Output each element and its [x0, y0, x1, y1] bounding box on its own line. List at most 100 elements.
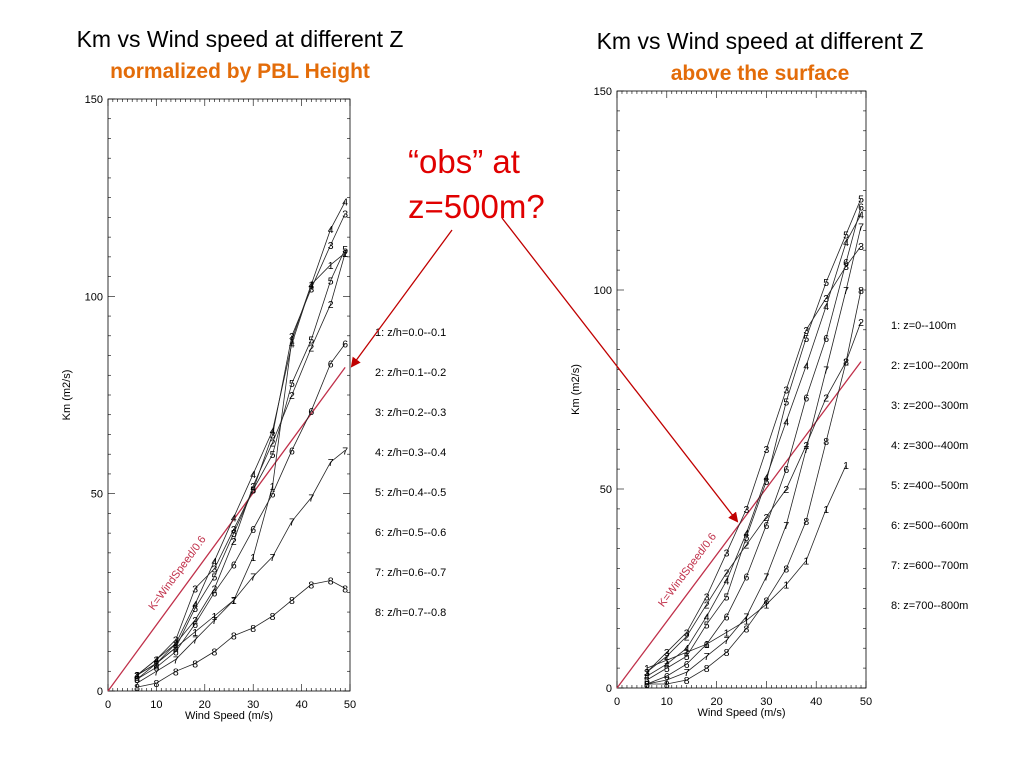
data-point-label: 8 [342, 583, 348, 595]
obs-callout: “obs” at z=500m? [408, 140, 545, 229]
data-point-label: 2 [250, 481, 256, 493]
data-point-label: 4 [270, 426, 276, 438]
data-point-label: 8 [289, 595, 295, 607]
legend-entry: 3: z/h=0.2--0.3 [375, 407, 446, 419]
data-point-label: 5 [704, 619, 710, 631]
data-point-label: 2 [803, 440, 809, 452]
data-point-label: 3 [664, 647, 670, 659]
x-tick-label: 20 [199, 699, 211, 711]
data-point-label: 5 [724, 591, 730, 603]
data-point-label: 4 [328, 224, 334, 236]
y-tick-label: 0 [606, 683, 612, 695]
y-tick-label: 50 [91, 489, 103, 501]
data-point-label: 7 [212, 615, 218, 627]
data-point-label: 2 [644, 667, 650, 679]
legend-entry: 7: z/h=0.6--0.7 [375, 567, 446, 579]
data-point-label: 8 [803, 516, 809, 528]
data-point-label: 2 [173, 639, 179, 651]
legend-entry: 7: z=600--700m [891, 560, 968, 572]
data-point-label: 6 [843, 257, 849, 269]
series-line-8 [136, 580, 346, 688]
data-point-label: 7 [664, 675, 670, 687]
right-chart-subtitle: above the surface [670, 62, 850, 85]
series-line-5 [136, 248, 346, 680]
data-point-label: 4 [192, 599, 198, 611]
data-point-label: 6 [153, 662, 159, 674]
data-point-label: 7 [823, 365, 829, 377]
x-axis-label: Wind Speed (m/s) [185, 710, 273, 722]
data-point-label: 4 [308, 279, 314, 291]
data-point-label: 6 [192, 619, 198, 631]
y-tick-label: 0 [97, 686, 103, 698]
data-point-label: 2 [684, 631, 690, 643]
series-line-1 [646, 464, 847, 669]
data-point-label: 1 [843, 460, 849, 472]
data-point-label: 7 [783, 520, 789, 532]
data-point-label: 6 [342, 339, 348, 351]
data-point-label: 2 [704, 599, 710, 611]
left-chart-subtitle: normalized by PBL Height [110, 60, 370, 83]
data-point-label: 3 [644, 667, 650, 679]
legend-entry: 5: z/h=0.4--0.5 [375, 487, 446, 499]
data-point-label: 1 [763, 599, 769, 611]
data-point-label: 3 [744, 504, 750, 516]
x-tick-label: 10 [661, 696, 673, 708]
data-point-label: 5 [763, 476, 769, 488]
x-tick-label: 50 [860, 696, 872, 708]
x-tick-label: 40 [810, 696, 822, 708]
data-point-label: 2 [192, 615, 198, 627]
data-point-label: 6 [744, 572, 750, 584]
data-point-label: 2 [783, 484, 789, 496]
data-point-label: 5 [270, 449, 276, 461]
data-point-label: 2 [270, 437, 276, 449]
data-point-label: 1 [250, 552, 256, 564]
legend-entry: 1: z=0--100m [891, 320, 956, 332]
data-point-label: 7 [342, 445, 348, 457]
series-line-6 [136, 343, 346, 680]
legend-entry: 2: z/h=0.1--0.2 [375, 367, 446, 379]
data-point-label: 8 [173, 666, 179, 678]
data-point-label: 4 [289, 339, 295, 351]
data-point-label: 3 [270, 429, 276, 441]
series-line-3 [646, 245, 862, 673]
data-point-label: 2 [289, 390, 295, 402]
data-point-label: 6 [231, 560, 237, 572]
data-point-label: 8 [644, 679, 650, 691]
data-point-label: 7 [153, 666, 159, 678]
data-point-label: 6 [134, 674, 140, 686]
data-point-label: 5 [664, 663, 670, 675]
data-point-label: 8 [212, 647, 218, 659]
data-point-label: 2 [858, 317, 864, 329]
data-point-label: 5 [289, 378, 295, 390]
data-point-label: 7 [644, 679, 650, 691]
data-point-label: 6 [684, 659, 690, 671]
data-point-label: 4 [704, 611, 710, 623]
y-tick-label: 50 [600, 484, 612, 496]
x-tick-label: 0 [614, 696, 620, 708]
data-point-label: 3 [308, 283, 314, 295]
data-point-label: 1 [134, 670, 140, 682]
data-point-label: 4 [342, 197, 348, 209]
data-point-label: 5 [843, 229, 849, 241]
data-point-label: 6 [270, 489, 276, 501]
data-point-label: 8 [250, 623, 256, 635]
data-point-label: 1 [704, 639, 710, 651]
data-point-label: 8 [704, 663, 710, 675]
data-point-label: 3 [173, 635, 179, 647]
data-point-label: 6 [783, 464, 789, 476]
data-point-label: 6 [328, 358, 334, 370]
series-line-8 [646, 289, 862, 685]
data-point-label: 6 [212, 587, 218, 599]
data-point-label: 4 [843, 237, 849, 249]
data-point-label: 7 [231, 595, 237, 607]
data-point-label: 2 [153, 658, 159, 670]
data-point-label: 4 [664, 659, 670, 671]
callout-arrow-left [350, 229, 453, 368]
series-line-2 [646, 321, 862, 673]
series-line-5 [646, 198, 862, 681]
data-point-label: 5 [823, 277, 829, 289]
data-point-label: 6 [664, 671, 670, 683]
data-point-label: 5 [744, 532, 750, 544]
data-point-label: 4 [153, 654, 159, 666]
